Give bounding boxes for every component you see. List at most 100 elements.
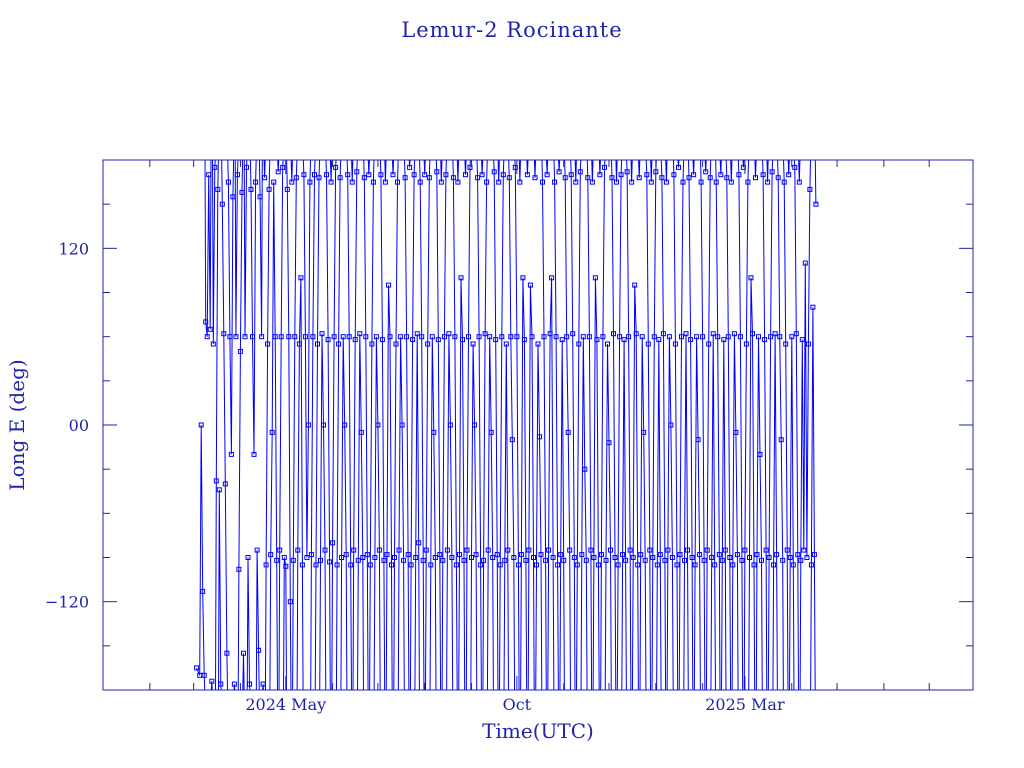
data-point [805,341,811,347]
data-point [671,172,677,178]
data-point [299,562,305,568]
data-point [419,334,425,340]
data-point [712,562,718,568]
data-point [479,172,485,178]
data-point [585,175,591,181]
data-point [742,547,748,553]
data-point [624,169,630,175]
data-point [256,647,262,653]
data-point [392,555,397,560]
data-point [626,334,632,340]
data-point [704,547,710,553]
data-point [632,282,638,288]
data-point [577,169,583,175]
data-point [315,341,320,347]
data-point [562,175,568,181]
data-point [583,557,589,563]
data-point [582,466,588,472]
data-point [417,179,423,185]
data-point [426,175,432,181]
plot-frame [102,159,974,691]
data-point [437,552,443,558]
data-point [774,552,780,558]
data-point [478,562,484,568]
data-point [318,557,323,563]
data-point [591,555,597,560]
data-point [707,175,713,181]
data-point [535,341,541,347]
data-point [736,172,742,178]
data-point [606,440,612,446]
data-point [469,555,474,560]
data-point [422,172,428,178]
data-point [636,175,642,181]
data-point [302,334,308,340]
data-point [787,555,793,560]
data-point [399,422,405,428]
data-point [759,557,764,563]
data-point [345,172,351,178]
data-point [328,179,334,185]
data-point [771,562,777,568]
data-point [401,557,407,563]
data-point [248,186,254,192]
data-point [804,555,810,560]
data-point [594,337,600,343]
data-point [602,164,607,170]
data-point [254,547,260,553]
data-point [505,547,511,553]
data-point [209,678,215,684]
data-point [541,334,547,340]
data-point [597,172,603,178]
data-point [384,552,390,558]
data-point [237,348,243,354]
data-point [292,334,298,340]
data-point [319,331,325,337]
data-point [389,562,394,568]
data-point [725,334,731,340]
data-point [553,334,559,340]
data-point [305,422,311,428]
data-point [629,179,635,185]
data-point [778,437,784,443]
data-point [484,179,490,185]
data-point [360,555,366,560]
data-point [366,172,372,178]
data-point [221,331,227,337]
data-point [203,319,209,325]
data-point [775,175,781,181]
data-point [532,175,538,181]
data-point [216,487,222,493]
data-point [756,334,761,340]
data-point [200,588,206,594]
data-point [674,562,680,568]
data-point [453,562,459,568]
data-point [222,481,228,487]
data-point [571,555,577,560]
data-point [487,334,493,340]
data-point [549,275,555,281]
data-point [663,179,669,185]
data-point [766,555,772,560]
data-point [503,341,509,347]
data-point [611,331,616,337]
y-tick-label: 00 [69,416,89,435]
data-point [236,566,242,572]
data-point [287,599,293,605]
data-point [253,179,259,185]
data-point [682,557,687,563]
data-point [407,164,413,170]
data-point [281,555,287,560]
data-point [644,172,650,178]
data-point [564,334,570,340]
data-point [225,179,231,185]
data-point [247,681,252,687]
data-point [467,164,473,170]
data-point [218,681,224,687]
data-point [789,334,795,340]
data-point [234,172,240,178]
data-point [527,282,533,288]
data-point [727,555,733,560]
data-point [447,422,453,428]
data-point [446,331,452,337]
